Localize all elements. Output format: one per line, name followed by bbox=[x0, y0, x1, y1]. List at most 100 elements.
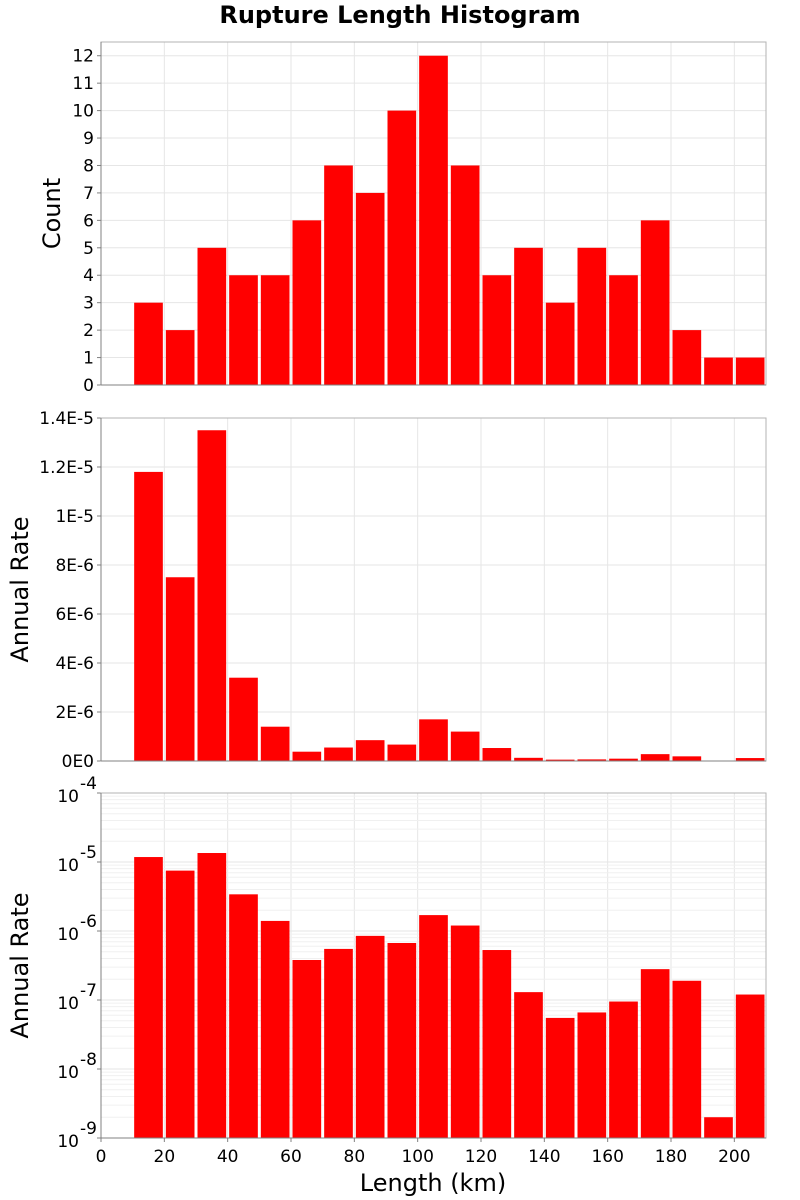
histogram-bar bbox=[134, 302, 163, 385]
y-tick-exponent: -7 bbox=[80, 981, 97, 1001]
y-tick-label: 2E-6 bbox=[55, 703, 94, 723]
histogram-bar bbox=[609, 758, 638, 761]
x-tick-label: 80 bbox=[344, 1147, 366, 1167]
histogram-bar bbox=[419, 55, 448, 385]
y-tick-label: 7 bbox=[83, 184, 94, 204]
y-tick-label: 1.4E-5 bbox=[39, 409, 94, 429]
histogram-bar bbox=[134, 857, 163, 1138]
histogram-bar bbox=[387, 110, 417, 385]
x-tick-label: 100 bbox=[401, 1147, 433, 1167]
y-tick-exponent: -4 bbox=[80, 774, 97, 794]
x-tick-label: 60 bbox=[280, 1147, 302, 1167]
histogram-bar bbox=[577, 759, 607, 761]
y-tick-label: 4E-6 bbox=[55, 654, 94, 674]
histogram-bar bbox=[229, 275, 258, 385]
x-tick-label: 180 bbox=[655, 1147, 687, 1167]
x-tick-label: 200 bbox=[718, 1147, 750, 1167]
y-tick-label: 11 bbox=[72, 74, 94, 94]
y-tick-label: 10 bbox=[57, 787, 79, 807]
histogram-bar bbox=[260, 920, 290, 1138]
y-tick-label: 10 bbox=[57, 1063, 79, 1083]
histogram-bar bbox=[672, 756, 702, 761]
histogram-bar bbox=[229, 894, 258, 1138]
y-tick-label: 8E-6 bbox=[55, 556, 94, 576]
histogram-bar bbox=[292, 220, 322, 385]
histogram-bar bbox=[355, 740, 385, 761]
histogram-bar bbox=[482, 950, 512, 1138]
histogram-bar bbox=[324, 165, 353, 385]
histogram-bar bbox=[165, 577, 195, 761]
histogram-bar bbox=[165, 870, 195, 1138]
histogram-bar bbox=[197, 853, 227, 1138]
histogram-bar bbox=[355, 192, 385, 385]
y-tick-label: 3 bbox=[83, 294, 94, 314]
y-tick-label: 9 bbox=[83, 129, 94, 149]
y-tick-label: 4 bbox=[83, 266, 94, 286]
y-axis-label: Annual Rate bbox=[6, 516, 34, 662]
x-tick-label: 0 bbox=[96, 1147, 107, 1167]
histogram-bar bbox=[387, 943, 417, 1138]
annual-rate-linear-panel: 0E0 2E-6 4E-6 6E-6 8E-6 1E-5 1.2E-5 1.4E-5 Annua… bbox=[6, 409, 767, 772]
y-tick-label: 10 bbox=[57, 1132, 79, 1152]
histogram-bar bbox=[577, 1012, 607, 1138]
histogram-bar bbox=[672, 330, 702, 385]
y-tick-label: 10 bbox=[57, 856, 79, 876]
histogram-bar bbox=[640, 220, 670, 385]
histogram-bar bbox=[704, 357, 733, 385]
x-tick-label: 120 bbox=[465, 1147, 497, 1167]
histogram-bar bbox=[704, 1117, 733, 1138]
histogram-bar bbox=[260, 275, 290, 385]
histogram-bar bbox=[609, 1001, 638, 1138]
histogram-bar bbox=[514, 992, 543, 1138]
y-tick-exponent: -5 bbox=[80, 843, 97, 863]
histogram-bar bbox=[735, 994, 765, 1138]
histogram-bar bbox=[577, 247, 607, 385]
histogram-bar bbox=[229, 677, 258, 761]
y-tick-label: 2 bbox=[83, 321, 94, 341]
histogram-bar bbox=[387, 744, 417, 761]
histogram-bar bbox=[545, 759, 575, 761]
histogram-bar bbox=[735, 357, 765, 385]
histogram-bar bbox=[260, 726, 290, 761]
x-tick-label: 40 bbox=[217, 1147, 239, 1167]
y-tick-label: 1 bbox=[83, 349, 94, 369]
histogram-bar bbox=[672, 980, 702, 1138]
y-tick-label: 6E-6 bbox=[55, 605, 94, 625]
x-axis-label: Length (km) bbox=[360, 1169, 506, 1197]
y-tick-label: 10 bbox=[57, 994, 79, 1014]
histogram-bar bbox=[450, 731, 480, 761]
histogram-bar bbox=[514, 757, 543, 761]
histogram-bar bbox=[197, 430, 227, 761]
histogram-bar bbox=[197, 247, 227, 385]
histogram-bar bbox=[292, 751, 322, 761]
y-axis-label: Count bbox=[38, 178, 66, 249]
y-tick-label: 12 bbox=[72, 47, 94, 67]
y-tick-exponent: -6 bbox=[80, 912, 97, 932]
histogram-bar bbox=[640, 754, 670, 761]
histogram-bar bbox=[292, 959, 322, 1138]
y-tick-label: 10 bbox=[57, 925, 79, 945]
y-tick-label: 10 bbox=[72, 102, 94, 122]
y-tick-label: 0E0 bbox=[62, 752, 94, 772]
histogram-bar bbox=[482, 748, 512, 761]
histogram-bar bbox=[324, 747, 353, 761]
histogram-bar bbox=[324, 948, 353, 1138]
histogram-bar bbox=[609, 275, 638, 385]
histogram-bar bbox=[419, 719, 448, 761]
y-tick-label: 8 bbox=[83, 156, 94, 176]
x-tick-label: 140 bbox=[528, 1147, 560, 1167]
histogram-bar bbox=[545, 302, 575, 385]
histogram-bar bbox=[640, 969, 670, 1138]
y-tick-exponent: -9 bbox=[80, 1119, 97, 1139]
y-tick-label: 1.2E-5 bbox=[39, 458, 94, 478]
histogram-bar bbox=[450, 165, 480, 385]
histogram-bar bbox=[355, 935, 385, 1138]
histogram-bar bbox=[134, 471, 163, 761]
x-tick-label: 20 bbox=[154, 1147, 176, 1167]
y-tick-label: 1E-5 bbox=[55, 507, 94, 527]
histogram-bar bbox=[165, 330, 195, 385]
histogram-bar bbox=[735, 758, 765, 761]
histogram-bar bbox=[450, 925, 480, 1138]
